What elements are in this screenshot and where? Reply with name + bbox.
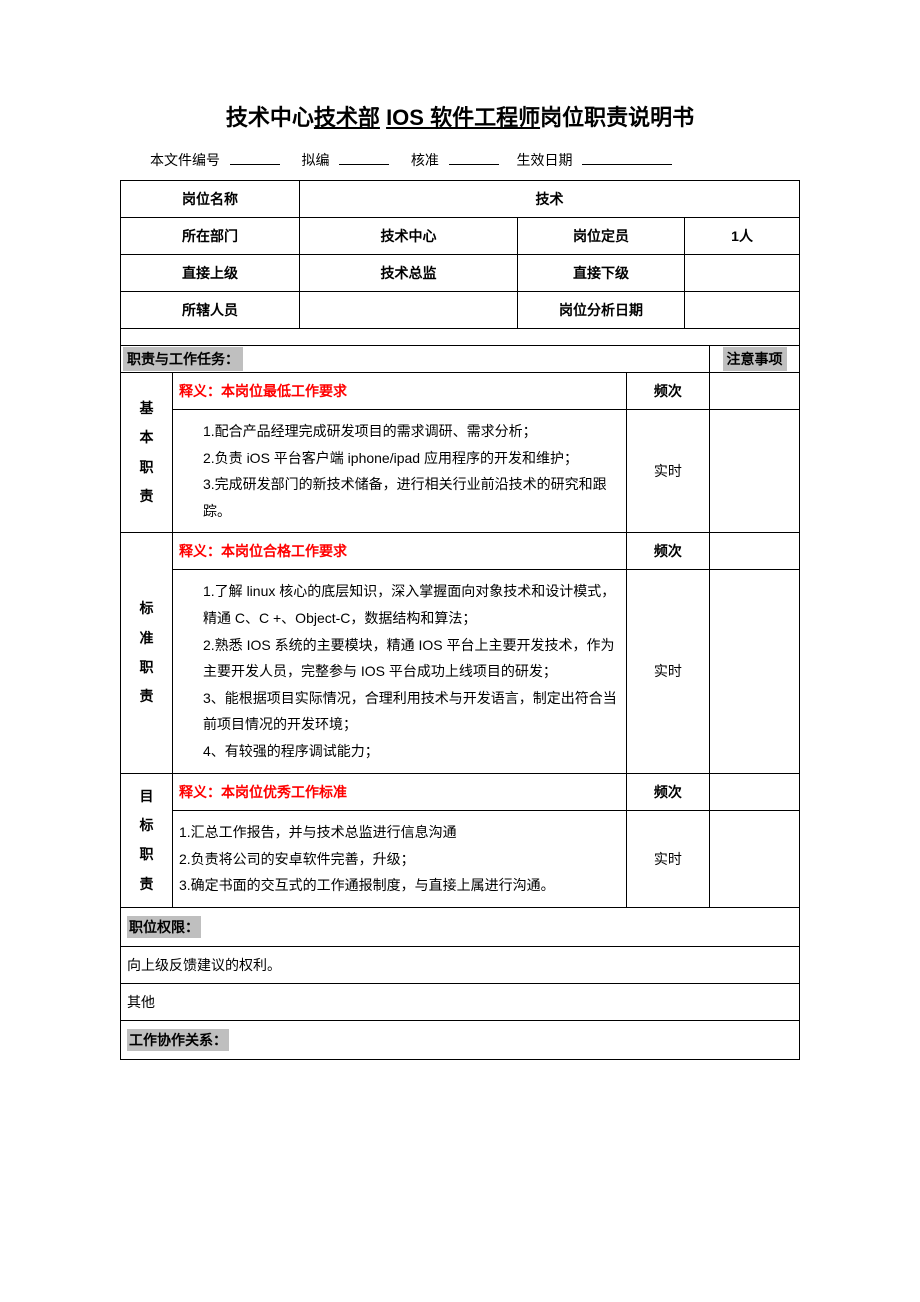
standard-body-row: 1.了解 linux 核心的底层知识，深入掌握面向对象技术和设计模式，精通 C、… bbox=[121, 570, 800, 773]
authority-other: 其他 bbox=[121, 984, 800, 1021]
approved-blank[interactable] bbox=[449, 164, 499, 165]
quota-value: 1人 bbox=[685, 218, 800, 255]
quota-label: 岗位定员 bbox=[517, 218, 684, 255]
row-postname: 岗位名称 技术 bbox=[121, 181, 800, 218]
basic-freq-value: 实时 bbox=[626, 410, 709, 533]
title-post: 岗位职责说明书 bbox=[540, 105, 694, 130]
target-freq-value: 实时 bbox=[626, 810, 709, 907]
analysis-date-label: 岗位分析日期 bbox=[517, 292, 684, 329]
authority-band-row: 职位权限： bbox=[121, 908, 800, 947]
subordinate-value bbox=[685, 255, 800, 292]
standard-freq-value: 实时 bbox=[626, 570, 709, 773]
target-body-row: 1.汇总工作报告，并与技术总监进行信息沟通2.负责将公司的安卓软件完善，升级；3… bbox=[121, 810, 800, 907]
basic-body: 1.配合产品经理完成研发项目的需求调研、需求分析；2.负责 iOS 平台客户端 … bbox=[173, 410, 627, 533]
standard-def-label: 释义：本岗位合格工作要求 bbox=[179, 543, 347, 559]
standard-notes bbox=[710, 570, 800, 773]
dept-label: 所在部门 bbox=[121, 218, 300, 255]
title-pre: 技术中心 bbox=[226, 105, 314, 130]
meta-line: 本文件编号 拟编 核准 生效日期 bbox=[120, 150, 800, 170]
authority-body-row: 向上级反馈建议的权利。 bbox=[121, 947, 800, 984]
basic-freq-label: 频次 bbox=[626, 373, 709, 410]
authority-body: 向上级反馈建议的权利。 bbox=[121, 947, 800, 984]
post-name-value: 技术 bbox=[300, 181, 800, 218]
spacer-1 bbox=[121, 329, 800, 346]
superior-value: 技术总监 bbox=[300, 255, 518, 292]
row-staff: 所辖人员 岗位分析日期 bbox=[121, 292, 800, 329]
target-header-row: 目标职责 释义：本岗位优秀工作标准 频次 bbox=[121, 773, 800, 810]
notes-band: 注意事项 bbox=[723, 347, 787, 371]
docnum-label: 本文件编号 bbox=[150, 152, 220, 168]
target-notes-h bbox=[710, 773, 800, 810]
standard-header-row: 标准职责 释义：本岗位合格工作要求 频次 bbox=[121, 533, 800, 570]
effective-blank[interactable] bbox=[582, 164, 672, 165]
row-superior: 直接上级 技术总监 直接下级 bbox=[121, 255, 800, 292]
basic-def-label: 释义：本岗位最低工作要求 bbox=[179, 383, 347, 399]
row-dept: 所在部门 技术中心 岗位定员 1人 bbox=[121, 218, 800, 255]
standard-notes-h bbox=[710, 533, 800, 570]
authority-label: 职位权限： bbox=[127, 916, 201, 938]
docnum-blank[interactable] bbox=[230, 164, 280, 165]
approved-label: 核准 bbox=[411, 152, 439, 168]
document-title: 技术中心技术部 IOS 软件工程师岗位职责说明书 bbox=[120, 100, 800, 132]
effective-label: 生效日期 bbox=[516, 152, 572, 168]
standard-freq-label: 频次 bbox=[626, 533, 709, 570]
target-vlabel: 目标职责 bbox=[121, 773, 173, 908]
title-u2: IOS 软件工程师 bbox=[386, 105, 540, 130]
staff-value bbox=[300, 292, 518, 329]
drafted-label: 拟编 bbox=[301, 152, 329, 168]
collab-band-row: 工作协作关系： bbox=[121, 1021, 800, 1060]
superior-label: 直接上级 bbox=[121, 255, 300, 292]
post-name-label: 岗位名称 bbox=[121, 181, 300, 218]
target-def-label: 释义：本岗位优秀工作标准 bbox=[179, 784, 347, 800]
basic-notes bbox=[710, 410, 800, 533]
title-u1: 技术部 bbox=[314, 105, 380, 130]
dept-value: 技术中心 bbox=[300, 218, 518, 255]
standard-body: 1.了解 linux 核心的底层知识，深入掌握面向对象技术和设计模式，精通 C、… bbox=[173, 570, 627, 773]
target-body: 1.汇总工作报告，并与技术总监进行信息沟通2.负责将公司的安卓软件完善，升级；3… bbox=[173, 810, 627, 907]
main-table: 岗位名称 技术 所在部门 技术中心 岗位定员 1人 直接上级 技术总监 直接下级… bbox=[120, 180, 800, 1060]
basic-body-row: 1.配合产品经理完成研发项目的需求调研、需求分析；2.负责 iOS 平台客户端 … bbox=[121, 410, 800, 533]
duties-band: 职责与工作任务： bbox=[123, 347, 243, 371]
basic-header-row: 基本职责 释义：本岗位最低工作要求 频次 bbox=[121, 373, 800, 410]
staff-label: 所辖人员 bbox=[121, 292, 300, 329]
analysis-date-value bbox=[685, 292, 800, 329]
standard-vlabel: 标准职责 bbox=[121, 533, 173, 773]
basic-vlabel: 基本职责 bbox=[121, 373, 173, 533]
basic-notes-h bbox=[710, 373, 800, 410]
subordinate-label: 直接下级 bbox=[517, 255, 684, 292]
target-freq-label: 频次 bbox=[626, 773, 709, 810]
collab-label: 工作协作关系： bbox=[127, 1029, 229, 1051]
authority-other-row: 其他 bbox=[121, 984, 800, 1021]
drafted-blank[interactable] bbox=[339, 164, 389, 165]
target-notes bbox=[710, 810, 800, 907]
duties-band-row: 职责与工作任务： 注意事项 bbox=[121, 346, 800, 373]
